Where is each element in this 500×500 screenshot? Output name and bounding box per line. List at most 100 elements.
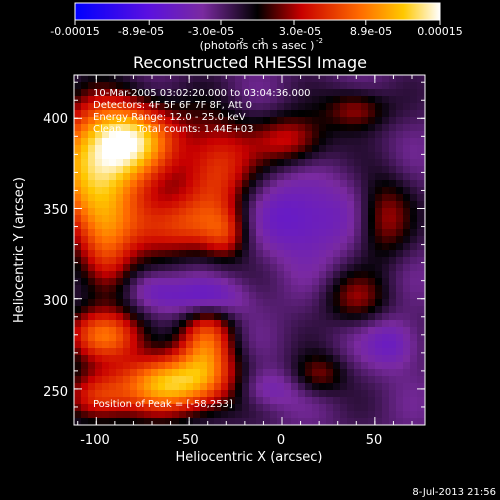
heatmap-cell [165,152,173,160]
heatmap-cell [361,320,369,328]
heatmap-cell [354,390,362,398]
heatmap-cell [102,271,110,279]
heatmap-cell [382,138,390,146]
heatmap-cell [130,89,138,97]
x-tick-label-1: -50 [177,433,198,448]
heatmap-cell [214,404,222,412]
heatmap-cell [375,278,383,286]
heatmap-cell [417,222,425,230]
heatmap-cell [249,145,257,153]
heatmap-cell [214,110,222,118]
heatmap-cell [319,334,327,342]
heatmap-cell [214,194,222,202]
heatmap-cell [284,397,292,405]
heatmap-cell [179,96,187,104]
heatmap-cell [326,229,334,237]
heatmap-cell [256,82,264,90]
heatmap-cell [228,166,236,174]
heatmap-cell [340,278,348,286]
heatmap-cell [172,89,180,97]
heatmap-cell [172,229,180,237]
heatmap-cell [312,187,320,195]
heatmap-cell [319,201,327,209]
heatmap-cell [130,187,138,195]
heatmap-cell [375,201,383,209]
heatmap-cell [249,250,257,258]
heatmap-cell [396,243,404,251]
heatmap-cell [144,376,152,384]
heatmap-cell [298,103,306,111]
heatmap-cell [235,348,243,356]
heatmap-cell [207,159,215,167]
heatmap-cell [214,355,222,363]
heatmap-cell [333,82,341,90]
heatmap-cell [130,411,138,419]
heatmap-cell [347,299,355,307]
heatmap-cell [235,341,243,349]
heatmap-cell [172,124,180,132]
heatmap-cell [88,397,96,405]
heatmap-cell [284,271,292,279]
heatmap-cell [312,201,320,209]
heatmap-cell [256,320,264,328]
heatmap-cell [403,110,411,118]
heatmap-cell [396,173,404,181]
heatmap-cell [410,236,418,244]
heatmap-cell [228,404,236,412]
heatmap-cell [151,313,159,321]
heatmap-cell [298,138,306,146]
heatmap-cell [137,327,145,335]
heatmap-cell [249,236,257,244]
heatmap-cell [172,82,180,90]
heatmap-cell [403,397,411,405]
heatmap-cell [137,362,145,370]
heatmap-cell [116,124,124,132]
heatmap-cell [186,173,194,181]
heatmap-cell [151,369,159,377]
heatmap-cell [277,180,285,188]
colorbar-label-1: -8.9e-05 [118,25,164,38]
heatmap-cell [102,348,110,356]
heatmap-cell [319,243,327,251]
heatmap-cell [368,292,376,300]
heatmap-cell [221,341,229,349]
heatmap-cell [242,194,250,202]
heatmap-cell [410,250,418,258]
heatmap-cell [179,89,187,97]
heatmap-cell [95,194,103,202]
heatmap-cell [88,341,96,349]
heatmap-cell [165,166,173,174]
heatmap-cell [186,327,194,335]
heatmap-cell [228,103,236,111]
heatmap-cell [158,411,166,419]
heatmap-cell [144,271,152,279]
heatmap-cell [361,341,369,349]
heatmap-cell [214,201,222,209]
heatmap-cell [158,383,166,391]
heatmap-cell [207,390,215,398]
heatmap-cell [277,285,285,293]
heatmap-cell [81,313,89,321]
heatmap-cell [200,110,208,118]
heatmap-cell [270,292,278,300]
heatmap-cell [165,299,173,307]
heatmap-cell [235,180,243,188]
heatmap-cell [375,180,383,188]
heatmap-cell [277,355,285,363]
heatmap-cell [312,271,320,279]
heatmap-cell [249,278,257,286]
heatmap-cell [368,96,376,104]
heatmap-cell [242,418,250,425]
heatmap-cell [389,418,397,425]
heatmap-cell [417,131,425,139]
heatmap-cell [347,362,355,370]
heatmap-cell [340,152,348,160]
heatmap-cell [193,110,201,118]
heatmap-cell [228,299,236,307]
heatmap-cell [305,257,313,265]
heatmap-cell [312,166,320,174]
heatmap-cell [242,341,250,349]
heatmap-cell [396,257,404,265]
heatmap-cell [340,89,348,97]
heatmap-cell [95,117,103,125]
